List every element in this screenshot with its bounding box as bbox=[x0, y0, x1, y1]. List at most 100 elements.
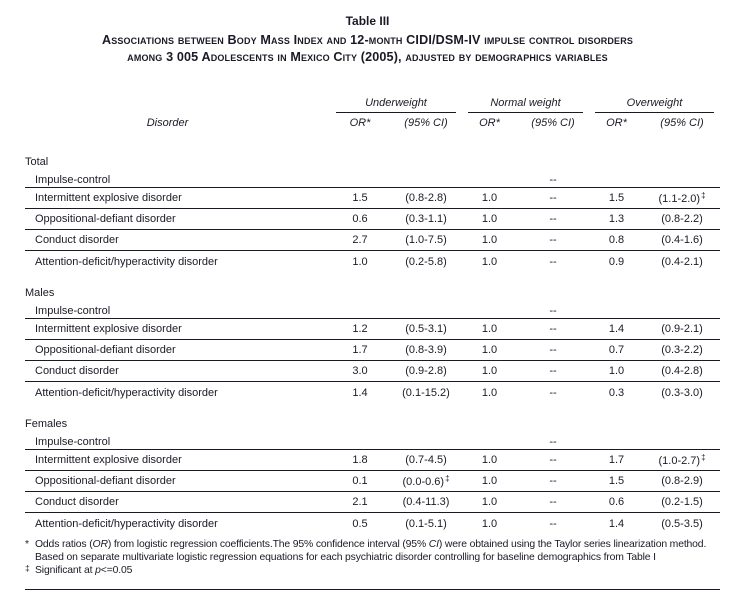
row-label: Intermittent explosive disorder bbox=[35, 454, 182, 466]
table-cell: 1.0 bbox=[608, 365, 625, 377]
table-cell: 1.4 bbox=[608, 517, 625, 530]
table-cell: (0.4-2.8) bbox=[661, 365, 703, 377]
table-cell: -- bbox=[549, 386, 557, 399]
ci-header-underweight: (95% CI) bbox=[404, 117, 448, 129]
footnote-text-part: Significant at bbox=[35, 565, 96, 577]
table-cell: 1.0 bbox=[481, 213, 498, 225]
col-group-underweight: Underweight bbox=[336, 96, 456, 113]
table-cell: 2.1 bbox=[352, 496, 368, 508]
col-group-normal-weight: Normal weight bbox=[468, 96, 583, 113]
row-label: Oppositional-defiant disorder bbox=[35, 213, 176, 225]
significance-dagger: ‡ bbox=[445, 474, 450, 483]
table-row: Impulse-control -- bbox=[25, 435, 720, 450]
footnote-continuation: Based on separate multivariate logistic … bbox=[25, 551, 725, 564]
table-cell: 3.0 bbox=[352, 365, 368, 377]
table-cell: -- bbox=[549, 496, 557, 508]
significance-dagger: ‡ bbox=[701, 453, 706, 462]
footnote-odds-ratios: * Odds ratios (OR) from logistic regress… bbox=[25, 538, 725, 551]
table-cell: (0.2-1.5) bbox=[661, 496, 703, 508]
table-cell: (0.1-5.1) bbox=[405, 517, 447, 530]
table-row: Attention-deficit/hyperactivity disorder… bbox=[25, 251, 720, 272]
table-row: Conduct disorder 3.0 (0.9-2.8) 1.0 -- 1.0 (0.4… bbox=[25, 361, 720, 382]
table-cell: 1.0 bbox=[481, 192, 498, 204]
table-row: Impulse-control -- bbox=[25, 304, 720, 319]
table-cell: -- bbox=[549, 344, 557, 356]
table-cell: (0.2-5.8) bbox=[405, 255, 447, 268]
col-group-overweight: Overweight bbox=[595, 96, 714, 113]
results-table: Underweight Normal weight Overweight Dis… bbox=[25, 96, 720, 534]
row-label: Intermittent explosive disorder bbox=[35, 323, 182, 335]
table-section: Females Impulse-control -- Intermittent exp… bbox=[25, 417, 720, 534]
table-cell: 0.6 bbox=[608, 496, 625, 508]
footnote-text-part: Odds ratios ( bbox=[35, 539, 93, 550]
row-label: Attention-deficit/hyperactivity disorder bbox=[35, 255, 218, 268]
column-subheader-row: Disorder OR* (95% CI) OR* (95% CI) OR* (… bbox=[25, 113, 720, 133]
table-cell: -- bbox=[549, 454, 557, 466]
asterisk-marker: * bbox=[25, 539, 29, 550]
table-row: Intermittent explosive disorder 1.5 (0.8-2… bbox=[25, 188, 720, 209]
footnote-text-part: ) were obtained using the Taylor series … bbox=[438, 539, 707, 550]
ci-header-normal-weight: (95% CI) bbox=[531, 117, 575, 129]
table-cell: -- bbox=[549, 305, 557, 317]
table-cell: 0.6 bbox=[352, 213, 368, 225]
table-cell: (0.7-4.5) bbox=[405, 454, 447, 466]
table-body: Total Impulse-control -- Intermittent explo… bbox=[25, 155, 720, 534]
table-title-line2: among 3 005 Adolescents in Mexico City (… bbox=[127, 49, 608, 64]
row-label: Oppositional-defiant disorder bbox=[35, 344, 176, 356]
table-cell: -- bbox=[549, 234, 557, 246]
table-cell: 1.0 bbox=[481, 454, 498, 466]
footnote-continuation-text: Based on separate multivariate logistic … bbox=[35, 552, 656, 564]
footnote-text-part: p bbox=[95, 565, 101, 577]
table-cell: (0.9-2.1) bbox=[661, 323, 703, 335]
footnote-significance-text: Significant at p<=0.05 bbox=[35, 564, 132, 577]
table-title-line1: Associations between Body Mass Index and… bbox=[101, 33, 634, 47]
table-row: Attention-deficit/hyperactivity disorder… bbox=[25, 513, 720, 534]
table-cell: (0.1-15.2) bbox=[402, 386, 450, 399]
table-cell: -- bbox=[549, 365, 557, 377]
row-label: Impulse-control bbox=[35, 305, 111, 317]
table-cell: (0.3-3.0) bbox=[661, 386, 703, 399]
table-cell: 0.8 bbox=[608, 234, 625, 246]
table-row: Intermittent explosive disorder 1.2 (0.5-3… bbox=[25, 319, 720, 340]
table-cell: (0.8-2.2) bbox=[661, 213, 703, 225]
table-cell: 1.2 bbox=[352, 323, 368, 335]
table-cell: (1.0-2.7)‡ bbox=[658, 453, 706, 467]
table-cell: 0.3 bbox=[608, 386, 625, 399]
table-cell: (0.0-0.6)‡ bbox=[402, 474, 450, 488]
table-cell: 1.8 bbox=[352, 454, 368, 466]
table-cell: -- bbox=[549, 213, 557, 225]
table-cell: (0.4-2.1) bbox=[661, 255, 703, 268]
or-header-normal-weight: OR* bbox=[479, 117, 500, 129]
table-cell: (1.1-2.0)‡ bbox=[658, 191, 706, 205]
table-cell: -- bbox=[549, 192, 557, 204]
table-cell: (0.5-3.5) bbox=[661, 517, 703, 530]
table-number: Table III bbox=[345, 14, 390, 28]
table-cell: -- bbox=[549, 255, 557, 268]
table-cell: 2.7 bbox=[352, 234, 368, 246]
row-label: Impulse-control bbox=[35, 174, 111, 186]
table-cell: (0.8-2.9) bbox=[661, 475, 703, 487]
table-cell: 1.7 bbox=[352, 344, 368, 356]
double-dagger-marker: ‡ bbox=[25, 563, 30, 574]
row-label: Attention-deficit/hyperactivity disorder bbox=[35, 517, 218, 530]
table-cell: 1.4 bbox=[352, 386, 368, 399]
table-section: Total Impulse-control -- Intermittent explo… bbox=[25, 155, 720, 272]
table-cell: 1.0 bbox=[352, 255, 368, 268]
row-label: Conduct disorder bbox=[35, 365, 119, 377]
table-cell: 1.0 bbox=[481, 255, 498, 268]
table-cell: (0.4-1.6) bbox=[661, 234, 703, 246]
section-label: Females bbox=[25, 418, 68, 430]
table-cell: (1.0-7.5) bbox=[405, 234, 447, 246]
table-row: Oppositional-defiant disorder 1.7 (0.8-3.9… bbox=[25, 340, 720, 361]
section-label: Total bbox=[25, 156, 49, 168]
table-row: Conduct disorder 2.7 (1.0-7.5) 1.0 -- 0.8 (0.4… bbox=[25, 230, 720, 251]
footnote-text-part: CI bbox=[428, 539, 439, 550]
table-cell: (0.3-1.1) bbox=[405, 213, 447, 225]
table-cell: -- bbox=[549, 323, 557, 335]
row-label: Oppositional-defiant disorder bbox=[35, 475, 176, 487]
page-bottom-rule bbox=[25, 589, 720, 590]
row-label: Conduct disorder bbox=[35, 496, 119, 508]
table-header: Underweight Normal weight Overweight Dis… bbox=[25, 96, 720, 133]
disorder-column-header: Disorder bbox=[146, 117, 189, 129]
